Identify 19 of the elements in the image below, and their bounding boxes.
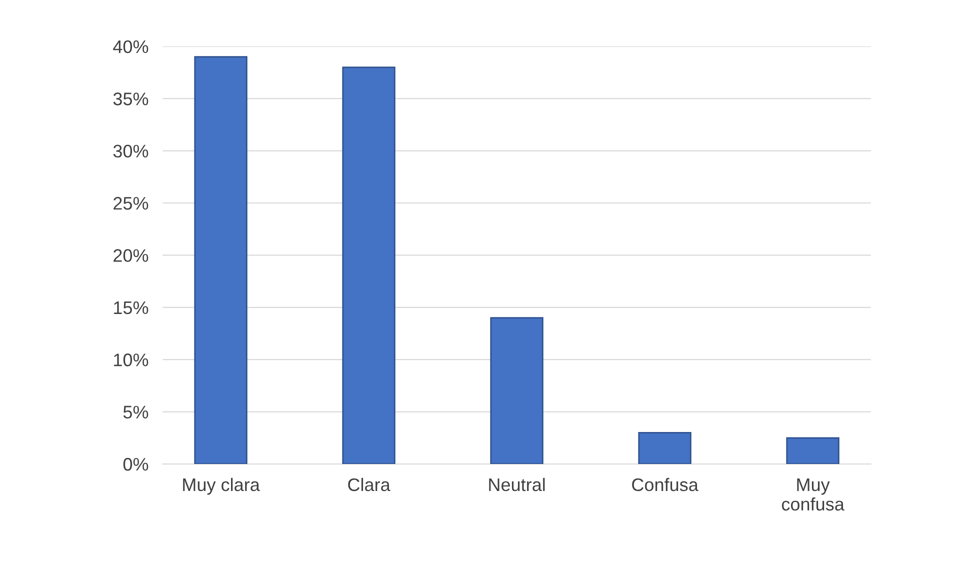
bar — [490, 317, 544, 464]
x-tick-label: Muy confusa — [782, 478, 844, 511]
y-tick-label: 35% — [113, 92, 148, 106]
bar — [638, 432, 692, 464]
x-tick-label: Neutral — [489, 478, 545, 492]
x-tick-label: Muy clara — [183, 478, 260, 495]
y-tick-label: 30% — [113, 144, 148, 158]
y-tick-label: 15% — [114, 301, 148, 314]
bar — [194, 56, 248, 464]
y-tick-label: 0% — [123, 458, 148, 471]
bar — [342, 66, 396, 464]
x-tick-label: Clara — [348, 478, 390, 492]
x-tick-label: Confusa — [632, 478, 698, 492]
y-tick-label: 10% — [114, 354, 148, 366]
y-tick-label: 25% — [114, 196, 148, 210]
y-tick-label: 5% — [123, 406, 148, 419]
bar — [786, 437, 840, 464]
y-tick-label: 20% — [114, 249, 148, 262]
y-tick-label: 40% — [113, 40, 148, 54]
